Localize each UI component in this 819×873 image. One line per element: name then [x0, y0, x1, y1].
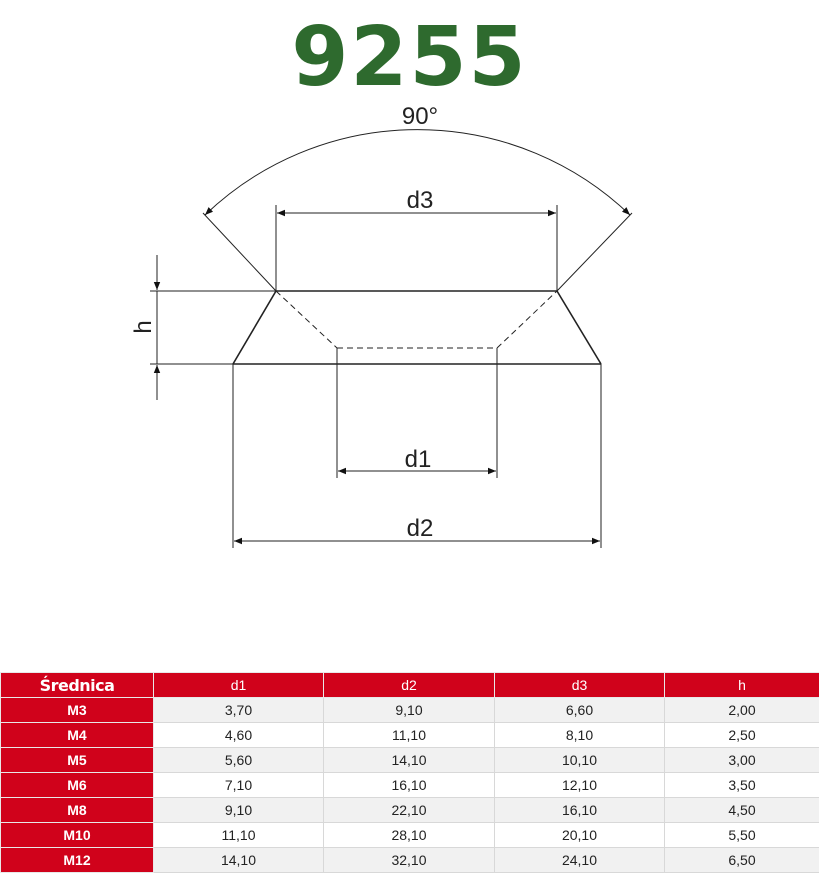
- value-cell: 11,10: [154, 823, 324, 848]
- countersink-hidden-lines: [276, 291, 557, 348]
- value-cell: 3,50: [665, 773, 819, 798]
- value-cell: 10,10: [495, 748, 665, 773]
- size-cell: M5: [1, 748, 154, 773]
- value-cell: 16,10: [324, 773, 495, 798]
- column-header: d2: [324, 673, 495, 698]
- column-header: h: [665, 673, 819, 698]
- value-cell: 9,10: [154, 798, 324, 823]
- value-cell: 14,10: [154, 848, 324, 873]
- size-cell: M10: [1, 823, 154, 848]
- value-cell: 2,50: [665, 723, 819, 748]
- value-cell: 11,10: [324, 723, 495, 748]
- d1-label: d1: [405, 446, 432, 473]
- value-cell: 12,10: [495, 773, 665, 798]
- value-cell: 3,00: [665, 748, 819, 773]
- value-cell: 28,10: [324, 823, 495, 848]
- value-cell: 5,50: [665, 823, 819, 848]
- value-cell: 6,60: [495, 698, 665, 723]
- value-cell: 9,10: [324, 698, 495, 723]
- value-cell: 32,10: [324, 848, 495, 873]
- value-cell: 7,10: [154, 773, 324, 798]
- value-cell: 4,60: [154, 723, 324, 748]
- value-cell: 16,10: [495, 798, 665, 823]
- value-cell: 5,60: [154, 748, 324, 773]
- angle-extension-right: [557, 213, 632, 291]
- angle-label: 90°: [402, 103, 438, 130]
- value-cell: 3,70: [154, 698, 324, 723]
- value-cell: 22,10: [324, 798, 495, 823]
- value-cell: 2,00: [665, 698, 819, 723]
- column-header: d1: [154, 673, 324, 698]
- washer-outline: [233, 291, 601, 364]
- value-cell: 14,10: [324, 748, 495, 773]
- column-header: d3: [495, 673, 665, 698]
- size-cell: M8: [1, 798, 154, 823]
- size-cell: M12: [1, 848, 154, 873]
- size-cell: M4: [1, 723, 154, 748]
- size-cell: M3: [1, 698, 154, 723]
- value-cell: 24,10: [495, 848, 665, 873]
- value-cell: 6,50: [665, 848, 819, 873]
- angle-extension-left: [203, 213, 276, 291]
- h-label: h: [130, 320, 157, 333]
- value-cell: 4,50: [665, 798, 819, 823]
- washer-diagram: 90° d3 d1 d2 h: [0, 0, 819, 660]
- size-cell: M6: [1, 773, 154, 798]
- value-cell: 20,10: [495, 823, 665, 848]
- d2-label: d2: [407, 515, 434, 542]
- value-cell: 8,10: [495, 723, 665, 748]
- column-header: Średnica: [1, 673, 154, 698]
- d3-label: d3: [407, 187, 434, 214]
